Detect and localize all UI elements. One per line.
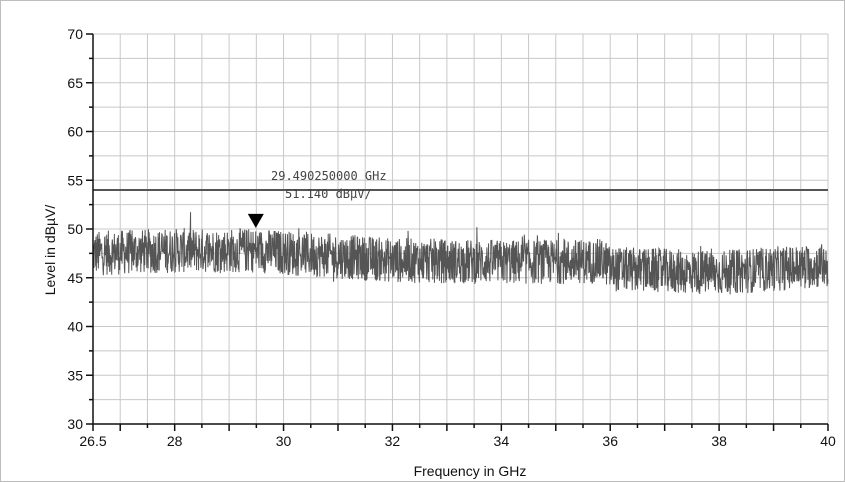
- x-tick-label: 40: [820, 433, 836, 449]
- y-tick-label: 65: [67, 75, 83, 91]
- x-tick-label: 34: [494, 433, 510, 449]
- marker-frequency-label: 29.490250000 GHz: [271, 169, 387, 183]
- marker-level-label: 51.140 dBμV/: [285, 187, 372, 201]
- x-tick-label: 32: [385, 433, 401, 449]
- axes: [86, 33, 829, 431]
- y-tick-label: 50: [67, 221, 83, 237]
- x-tick-label: 30: [276, 433, 292, 449]
- y-tick-label: 55: [67, 172, 83, 188]
- y-tick-label: 45: [67, 270, 83, 286]
- y-tick-label: 35: [67, 367, 83, 383]
- y-tick-label: 40: [67, 319, 83, 335]
- marker-layer: 29.490250000 GHz 51.140 dBμV/: [247, 169, 387, 228]
- x-tick-label: 26.5: [79, 433, 106, 449]
- x-tick-label: 38: [711, 433, 727, 449]
- y-axis-title: Level in dBµV/: [42, 205, 58, 296]
- y-tick-label: 60: [67, 124, 83, 140]
- x-tick-label: 36: [602, 433, 618, 449]
- series-layer: [92, 212, 829, 295]
- y-tick-label: 30: [67, 416, 83, 432]
- x-tick-label: 28: [167, 433, 183, 449]
- marker-triangle-icon: [247, 213, 264, 228]
- tick-labels: 30 35 40 45 50 55 60 65 70 26.5 28 30 32 34 36 38 40: [67, 26, 836, 449]
- measurement-trace: [92, 212, 829, 295]
- x-axis-title: Frequency in GHz: [414, 463, 527, 479]
- y-tick-label: 70: [67, 26, 83, 42]
